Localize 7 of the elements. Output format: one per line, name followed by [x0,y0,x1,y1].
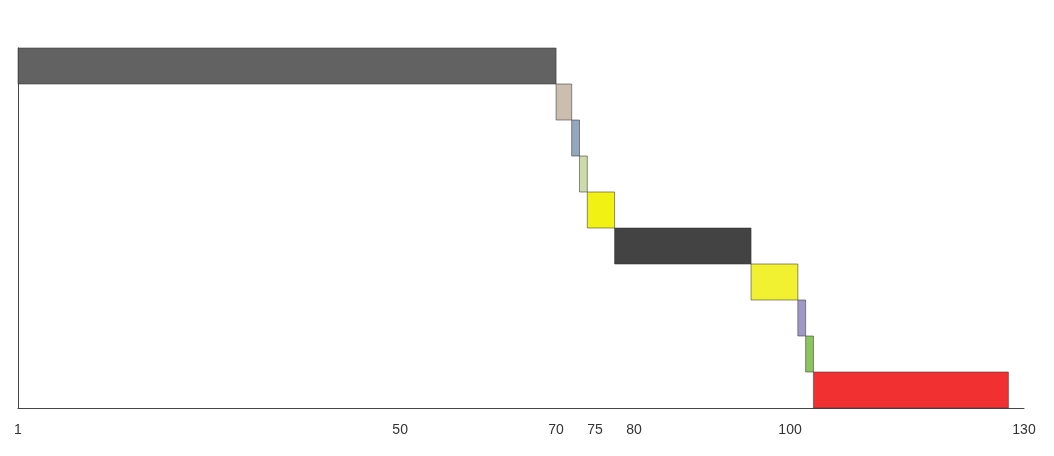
x-tick-label: 1 [14,421,23,437]
x-tick-label: 70 [548,421,565,437]
x-tick-label: 75 [587,421,604,437]
x-tick-label: 130 [1012,421,1036,437]
x-tick-label: 50 [392,421,409,437]
x-tick-label: 100 [778,421,802,437]
x-tick-label: 80 [626,421,643,437]
